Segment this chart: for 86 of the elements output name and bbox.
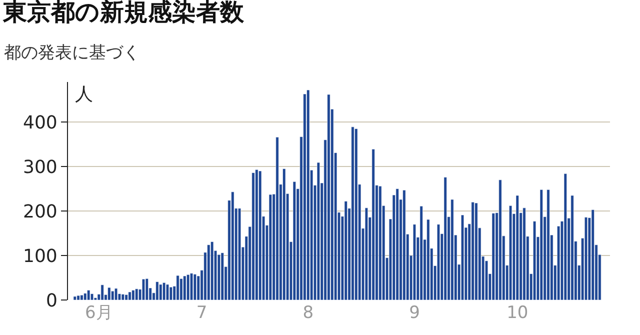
bar [252, 172, 255, 300]
bar [255, 169, 258, 300]
bar [372, 149, 375, 300]
bar [436, 224, 440, 300]
bar [460, 214, 464, 300]
bar [533, 221, 536, 300]
bar [564, 174, 567, 300]
bar [121, 294, 124, 300]
bar [207, 244, 210, 300]
bar [159, 284, 162, 300]
bar [426, 219, 430, 300]
bar [516, 195, 519, 300]
bar [87, 290, 90, 300]
bar [412, 224, 416, 300]
bar [522, 208, 526, 300]
bar [591, 210, 594, 300]
bar [169, 286, 172, 300]
bar [210, 242, 214, 300]
bar [162, 282, 166, 300]
bar [303, 94, 306, 300]
bar [142, 278, 145, 300]
bar [238, 208, 242, 300]
bar [111, 290, 114, 300]
bar [156, 282, 159, 300]
bar [84, 293, 87, 300]
y-tick-label: 400 [23, 112, 58, 134]
bar [450, 199, 454, 300]
bar [186, 274, 190, 300]
bar [73, 296, 76, 300]
bar [217, 254, 220, 300]
bar [193, 274, 196, 300]
bar [420, 206, 423, 300]
bar [292, 182, 296, 300]
bar [344, 201, 348, 300]
bar [327, 94, 330, 300]
bar [364, 208, 368, 300]
bar [316, 162, 320, 300]
bar [509, 206, 512, 300]
bar [540, 190, 543, 300]
bar [108, 287, 111, 300]
bar [584, 217, 588, 300]
bar [444, 177, 447, 300]
x-tick-label: 7 [196, 303, 208, 323]
bar [268, 194, 272, 300]
bar [90, 294, 94, 300]
bar [354, 128, 358, 300]
bar [282, 168, 286, 300]
bar [498, 180, 502, 300]
bar [546, 190, 550, 300]
bar [190, 273, 194, 300]
y-tick-label: 300 [23, 156, 58, 178]
bar [180, 278, 183, 300]
bar [474, 202, 478, 300]
bar [80, 294, 84, 300]
bar [145, 278, 148, 300]
y-tick-label: 0 [46, 290, 58, 312]
bar [231, 192, 234, 300]
bar [128, 292, 132, 300]
bar [570, 195, 574, 300]
bar [276, 137, 279, 300]
bar [351, 126, 354, 300]
bar [135, 288, 138, 300]
bar [378, 186, 382, 300]
bar [396, 188, 399, 300]
chart-subtitle: 都の発表に基づく [4, 43, 140, 63]
bar [471, 202, 474, 300]
y-tick-label: 100 [23, 246, 58, 267]
x-tick-label: 9 [409, 303, 420, 323]
bar [176, 275, 180, 300]
bar [114, 288, 118, 300]
bar [220, 252, 224, 300]
bar [100, 284, 104, 300]
y-tick-label: 200 [23, 201, 58, 222]
bar [492, 213, 495, 300]
y-axis-title: 人 [75, 84, 93, 105]
bar [124, 294, 128, 300]
x-tick-label: 10 [506, 303, 528, 323]
bar [306, 90, 310, 300]
bar [183, 276, 186, 300]
bar [76, 295, 80, 300]
x-tick-label: 8 [302, 303, 314, 323]
bar [258, 170, 262, 300]
x-tick-label: 6月 [84, 303, 113, 323]
bar [402, 190, 406, 300]
bar [166, 284, 169, 300]
bar [132, 290, 135, 300]
